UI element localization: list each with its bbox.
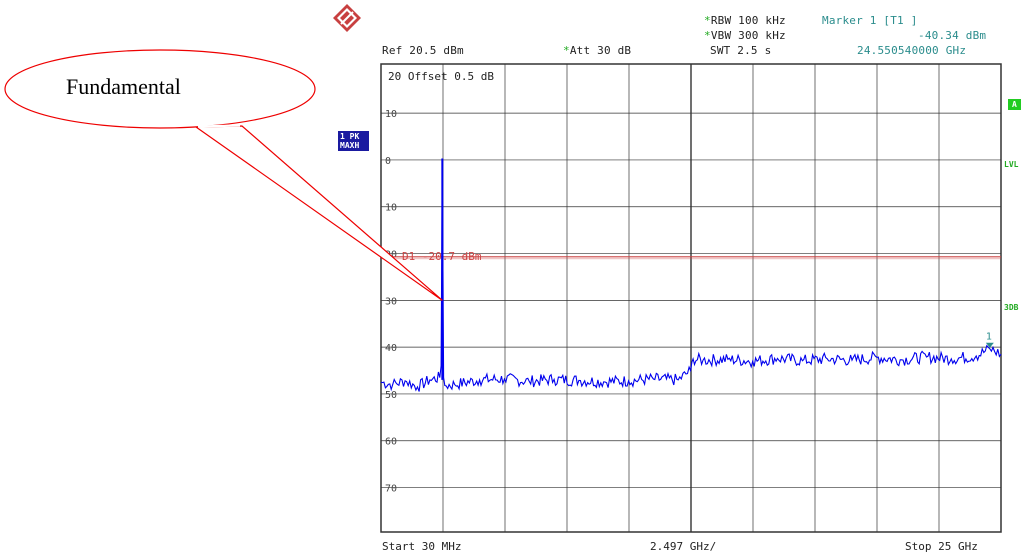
att-star: * (563, 44, 570, 57)
offset-text: 20 Offset 0.5 dB (388, 70, 494, 83)
y-tick-label: 30 (385, 296, 397, 307)
marker-title: Marker 1 [T1 ] (822, 14, 918, 27)
callout-join (197, 124, 241, 128)
marker-level: -40.34 dBm (918, 29, 987, 42)
span-per-division: 2.497 GHz/ (650, 540, 717, 553)
marker-1-label: 1 (986, 332, 992, 343)
display-line-label: D1 -20.7 dBm (402, 250, 482, 263)
y-tick-label: 40 (385, 343, 397, 354)
callout-bubble (4, 49, 316, 129)
rohde-schwarz-logo-icon (333, 4, 361, 32)
vbw-value: VBW 300 kHz (710, 29, 786, 42)
fundamental-callout: Fundamental (66, 74, 181, 99)
marker-1-triangle (985, 342, 994, 348)
ref-level: Ref 20.5 dBm (382, 44, 464, 57)
y-tick-label: 50 (385, 390, 397, 401)
start-frequency: Start 30 MHz (382, 540, 462, 553)
trace-badge: 1 PK MAXH (338, 131, 369, 151)
rbw-star: * (704, 14, 711, 27)
y-tick-label: 0 (385, 156, 391, 167)
y-tick-label: 70 (385, 484, 397, 495)
trace-label: 1 PK (340, 132, 360, 141)
y-tick-label: 10 (385, 109, 397, 120)
stop-frequency: Stop 25 GHz (905, 540, 978, 553)
attenuation-value: Att 30 dB (569, 44, 632, 57)
rbw: *RBW 100 kHz (704, 14, 786, 27)
vbw: *VBW 300 kHz (704, 29, 786, 42)
flag-3db: 3DB (1004, 303, 1019, 312)
flag-lvl: LVL (1004, 160, 1019, 169)
rbw-value: RBW 100 kHz (710, 14, 786, 27)
attenuation: *Att 30 dB (563, 44, 631, 57)
spectrum-trace (380, 158, 1002, 392)
sweep-time: SWT 2.5 s (710, 44, 772, 57)
vbw-star: * (704, 29, 711, 42)
flag-a: A (1008, 99, 1021, 110)
y-tick-label: 10 (385, 203, 397, 214)
callout-pointer (194, 125, 443, 301)
trace-mode: MAXH (340, 141, 360, 150)
marker-frequency: 24.550540000 GHz (857, 44, 967, 57)
y-tick-label: 60 (385, 437, 397, 448)
